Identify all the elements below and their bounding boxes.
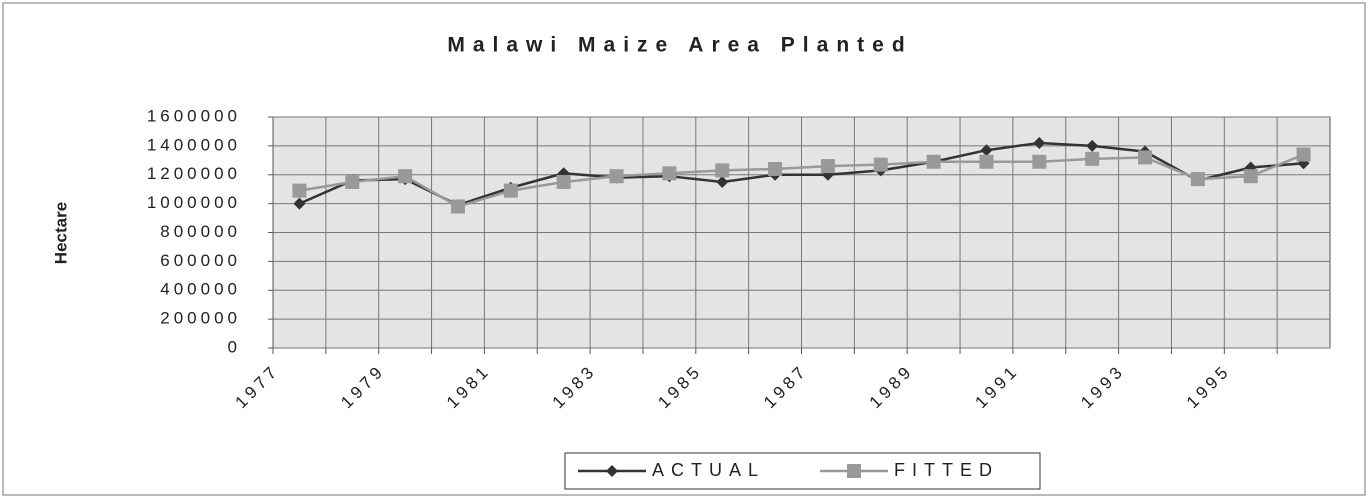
y-axis-label: Hectare (51, 202, 70, 264)
marker (1085, 151, 1100, 166)
marker (873, 157, 888, 172)
marker (345, 174, 360, 189)
legend-label: ACTUAL (652, 460, 765, 480)
marker (606, 465, 618, 477)
marker (662, 166, 677, 181)
y-tick-label: 1400000 (147, 135, 241, 154)
marker (450, 199, 465, 214)
y-tick-label: 1600000 (147, 106, 241, 125)
marker (1033, 136, 1046, 149)
marker (1190, 172, 1205, 187)
marker (293, 197, 306, 210)
marker (980, 144, 993, 157)
marker (1243, 169, 1258, 184)
marker (398, 169, 413, 184)
y-tick-label: 1000000 (147, 193, 241, 212)
chart-title: Malawi Maize Area Planted (447, 34, 912, 57)
marker (1296, 147, 1311, 162)
y-tick-label: 800000 (160, 222, 241, 241)
marker (847, 464, 861, 478)
marker (1086, 139, 1099, 152)
y-tick-label: 1200000 (147, 164, 241, 183)
marker (715, 163, 730, 178)
series-line (299, 153, 1305, 208)
marker (556, 174, 571, 189)
legend-label: FITTED (894, 460, 999, 480)
marker (1032, 154, 1047, 169)
marker (926, 154, 941, 169)
marker (1138, 150, 1153, 165)
marker (503, 183, 518, 198)
marker (979, 154, 994, 169)
marker (716, 175, 729, 188)
y-tick-label: 200000 (160, 309, 241, 328)
series-line (298, 141, 1304, 207)
y-tick-label: 600000 (160, 251, 241, 270)
marker (609, 169, 624, 184)
marker (292, 183, 307, 198)
y-tick-label: 400000 (160, 280, 241, 299)
marker (768, 161, 783, 176)
y-tick-label: 0 (228, 337, 241, 356)
marker (820, 159, 835, 174)
